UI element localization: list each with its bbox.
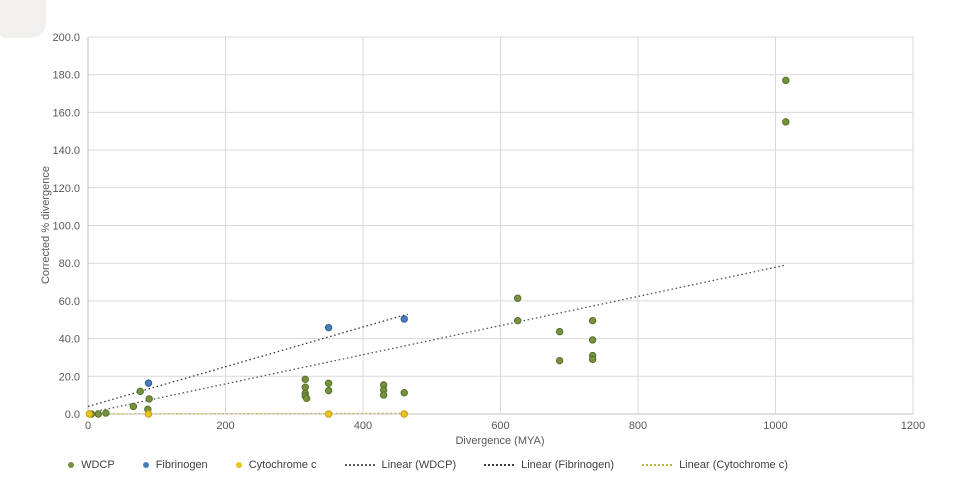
y-tick-label-40: 40.0 xyxy=(59,334,80,346)
point-wdcp-22 xyxy=(588,316,597,325)
trendline-linear-wdcp- xyxy=(87,264,786,414)
legend-label-cytochrome-c: Cytochrome c xyxy=(248,459,317,471)
y-tick-label-120: 120.0 xyxy=(52,183,80,195)
point-wdcp-4 xyxy=(136,387,144,396)
legend-marker-linear-fibrinogen xyxy=(484,464,515,466)
point-wdcp-6 xyxy=(145,395,153,403)
point-wdcp-13 xyxy=(324,386,333,395)
legend-item-wdcp: WDCP xyxy=(68,459,115,471)
legend-marker-linear-cytochrome-c xyxy=(642,464,673,466)
point-wdcp-12 xyxy=(324,379,333,387)
point-wdcp-25 xyxy=(588,355,597,364)
x-tick-label-200: 200 xyxy=(216,420,234,432)
legend-marker-wdcp xyxy=(68,462,75,468)
point-wdcp-18 xyxy=(513,294,522,302)
point-wdcp-3 xyxy=(129,402,138,411)
legend-label-fibrinogen: Fibrinogen xyxy=(155,459,208,471)
y-axis-title: Corrected % divergence xyxy=(40,165,52,285)
x-tick-label-400: 400 xyxy=(354,420,372,432)
y-tick-label-20: 20.0 xyxy=(59,371,80,383)
point-wdcp-1 xyxy=(94,410,103,418)
legend-item-linear-fibrinogen: Linear (Fibrinogen) xyxy=(484,459,614,471)
x-tick-label-600: 600 xyxy=(491,420,509,432)
y-tick-label-140: 140.0 xyxy=(52,145,80,157)
point-wdcp-7 xyxy=(301,375,309,384)
point-cytochrome-c-1 xyxy=(144,410,153,418)
point-fibrinogen-1 xyxy=(324,323,333,332)
y-tick-label-80: 80.0 xyxy=(59,258,80,270)
legend-item-fibrinogen: Fibrinogen xyxy=(142,459,208,471)
legend-item-linear-cytochrome-c: Linear (Cytochrome c) xyxy=(642,459,788,471)
point-wdcp-11 xyxy=(302,394,311,403)
point-wdcp-21 xyxy=(555,356,564,365)
point-cytochrome-c-2 xyxy=(324,410,333,418)
legend-label-linear-cytochrome-c: Linear (Cytochrome c) xyxy=(679,459,788,471)
y-tick-label-160: 160.0 xyxy=(52,107,80,119)
x-tick-label-1000: 1000 xyxy=(763,420,787,432)
legend-marker-cytochrome-c xyxy=(235,462,242,468)
legend-item-cytochrome-c: Cytochrome c xyxy=(235,459,317,471)
point-fibrinogen-0 xyxy=(144,379,153,387)
x-axis-title: Divergence (MYA) xyxy=(455,435,545,447)
y-tick-label-60: 60.0 xyxy=(59,296,80,308)
point-wdcp-20 xyxy=(555,327,564,336)
x-tick-label-0: 0 xyxy=(85,420,91,432)
point-fibrinogen-2 xyxy=(400,315,408,323)
legend-marker-linear-wdcp xyxy=(344,464,375,466)
legend-label-wdcp: WDCP xyxy=(81,459,115,471)
point-cytochrome-c-0 xyxy=(85,410,94,418)
y-tick-label-200: 200.0 xyxy=(52,32,80,44)
point-wdcp-26 xyxy=(782,76,790,85)
point-cytochrome-c-3 xyxy=(400,410,408,418)
legend-label-linear-fibrinogen: Linear (Fibrinogen) xyxy=(521,459,615,471)
y-tick-label-180: 180.0 xyxy=(52,70,80,82)
point-wdcp-23 xyxy=(588,336,597,344)
y-tick-label-100: 100.0 xyxy=(52,221,80,233)
point-wdcp-19 xyxy=(513,316,522,325)
legend-item-linear-wdcp: Linear (WDCP) xyxy=(344,459,457,471)
trendline-linear-fibrinogen- xyxy=(87,313,408,408)
x-tick-label-1200: 1200 xyxy=(901,420,925,432)
legend-marker-fibrinogen xyxy=(142,462,149,468)
point-wdcp-16 xyxy=(379,391,388,399)
y-tick-label-0: 0.0 xyxy=(65,409,80,421)
legend: WDCP Fibrinogen Cytochrome c Linear (WDCP) L… xyxy=(0,459,856,471)
legend-label-linear-wdcp: Linear (WDCP) xyxy=(381,459,457,471)
corner-artifact xyxy=(0,0,46,38)
x-tick-label-800: 800 xyxy=(629,420,647,432)
point-wdcp-17 xyxy=(400,388,408,397)
point-wdcp-8 xyxy=(301,383,309,391)
trendline-linear-cytochrome-c- xyxy=(87,412,408,415)
point-wdcp-27 xyxy=(782,118,790,126)
point-wdcp-2 xyxy=(102,409,110,417)
